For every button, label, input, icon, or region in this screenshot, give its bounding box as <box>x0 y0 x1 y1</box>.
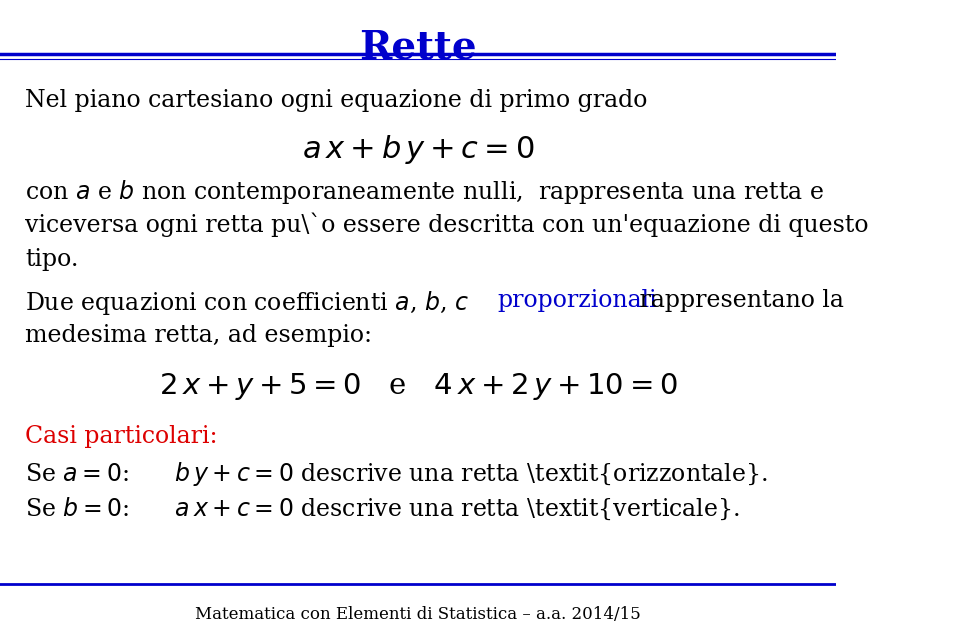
Text: Se $a = 0$:      $b\,y + c = 0$ descrive una retta \textit{orizzontale}.: Se $a = 0$: $b\,y + c = 0$ descrive una … <box>25 460 768 488</box>
Text: $2\,x + y + 5 = 0$   e   $4\,x + 2\,y + 10 = 0$: $2\,x + y + 5 = 0$ e $4\,x + 2\,y + 10 =… <box>159 371 677 403</box>
Text: medesima retta, ad esempio:: medesima retta, ad esempio: <box>25 324 372 347</box>
Text: con $a$ e $b$ non contemporaneamente nulli,  rappresenta una retta e: con $a$ e $b$ non contemporaneamente nul… <box>25 178 824 206</box>
Text: $a\,x + b\,y + c = 0$: $a\,x + b\,y + c = 0$ <box>302 133 534 166</box>
Text: Se $b = 0$:      $a\,x + c = 0$ descrive una retta \textit{verticale}.: Se $b = 0$: $a\,x + c = 0$ descrive una … <box>25 495 740 521</box>
Text: Rette: Rette <box>360 29 477 67</box>
Text: tipo.: tipo. <box>25 248 79 271</box>
Text: rappresentano la: rappresentano la <box>632 289 843 312</box>
Text: Matematica con Elementi di Statistica – a.a. 2014/15: Matematica con Elementi di Statistica – … <box>196 606 641 624</box>
Text: proporzionali: proporzionali <box>498 289 657 312</box>
Text: viceversa ogni retta pu\`o essere descritta con un'equazione di questo: viceversa ogni retta pu\`o essere descri… <box>25 213 869 237</box>
Text: Due equazioni con coefficienti $a$, $b$, $c$: Due equazioni con coefficienti $a$, $b$,… <box>25 289 469 317</box>
Text: Casi particolari:: Casi particolari: <box>25 425 218 448</box>
Text: Nel piano cartesiano ogni equazione di primo grado: Nel piano cartesiano ogni equazione di p… <box>25 89 647 112</box>
